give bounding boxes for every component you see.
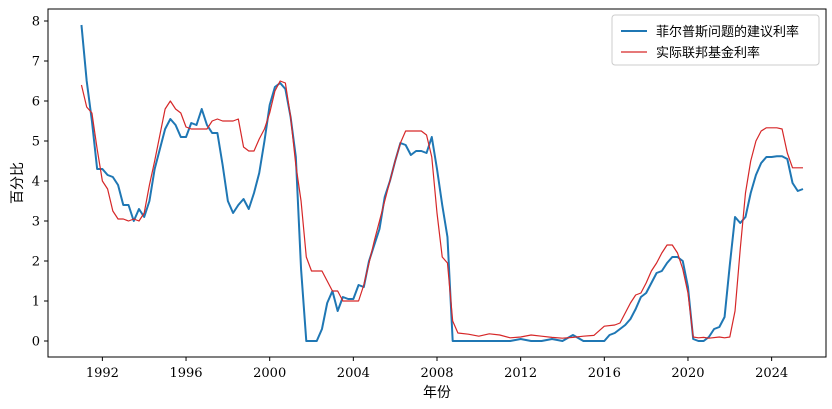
- y-tick-label: 0: [32, 335, 40, 350]
- x-tick-label: 2020: [671, 366, 704, 381]
- x-tick-label: 2016: [588, 366, 621, 381]
- legend: 菲尔普斯问题的建议利率 实际联邦基金利率: [611, 14, 820, 66]
- x-tick-label: 2000: [253, 366, 286, 381]
- series-layer: [80, 24, 804, 342]
- y-tick-label: 8: [32, 15, 40, 30]
- y-tick-label: 4: [32, 175, 40, 190]
- series-line-0: [80, 24, 804, 342]
- y-tick-label: 6: [32, 95, 40, 110]
- y-axis-label: 百分比: [10, 162, 26, 204]
- y-tick-label: 7: [32, 55, 40, 70]
- x-tick-label: 1992: [86, 366, 119, 381]
- x-tick-label: 2012: [504, 366, 537, 381]
- x-tick-label: 2008: [420, 366, 453, 381]
- y-tick-label: 1: [32, 295, 40, 310]
- legend-label-1: 实际联邦基金利率: [656, 45, 760, 61]
- x-tick-label: 2004: [337, 366, 370, 381]
- y-tick-label: 5: [32, 135, 40, 150]
- x-tick-label: 2024: [755, 366, 788, 381]
- legend-label-0: 菲尔普斯问题的建议利率: [656, 24, 799, 40]
- legend-box: [611, 14, 820, 66]
- x-axis-label: 年份: [423, 385, 451, 401]
- y-tick-label: 2: [32, 255, 40, 270]
- series-line-1: [80, 80, 803, 339]
- y-axis: 0 1 2 3 4 5 6 7 8: [32, 15, 48, 350]
- x-tick-label: 1996: [169, 366, 202, 381]
- y-tick-label: 3: [32, 215, 40, 230]
- x-axis: 1992 1996 2000 2004 2008 2012 2016 2020 2024: [86, 357, 788, 381]
